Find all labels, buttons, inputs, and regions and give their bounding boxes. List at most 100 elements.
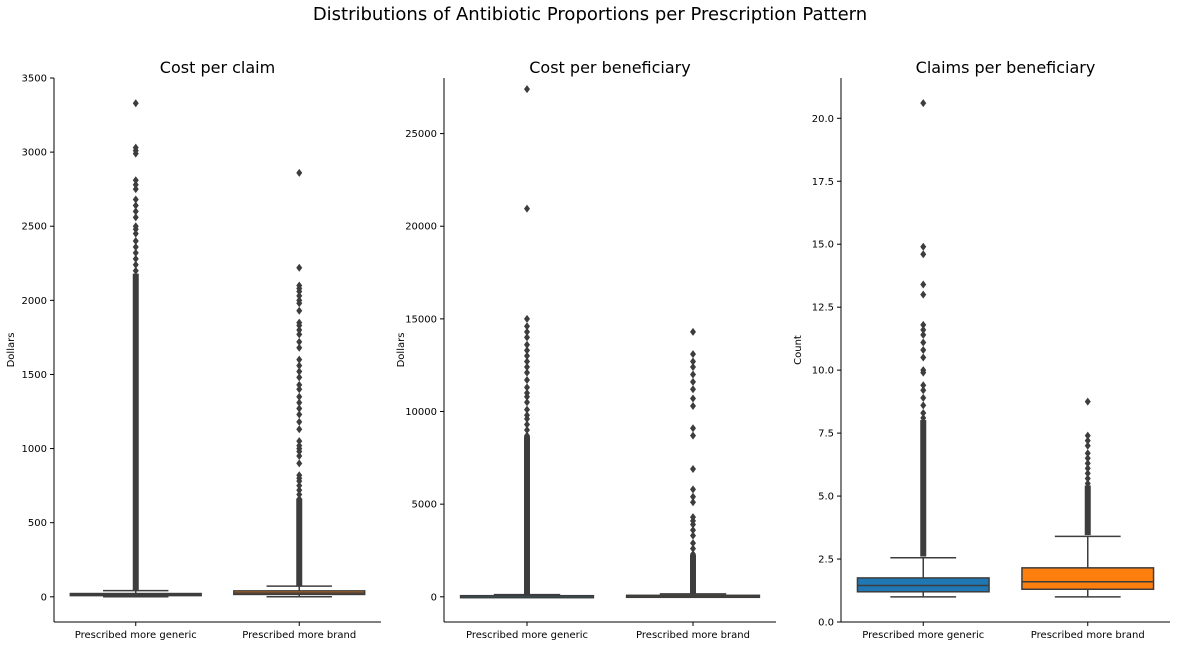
outlier-point — [690, 513, 696, 522]
boxplot-generic — [856, 99, 990, 598]
y-tick-label: 12.5 — [812, 303, 834, 314]
y-tick-label: 15000 — [405, 314, 437, 325]
outlier-band — [690, 554, 696, 594]
outlier-point — [296, 318, 303, 327]
y-tick-label: 1000 — [22, 444, 47, 455]
outlier-point — [296, 459, 303, 468]
outlier-point — [920, 325, 927, 334]
outlier-point — [296, 417, 303, 426]
outlier-point — [296, 367, 303, 376]
outlier-point — [690, 350, 696, 359]
outlier-point — [296, 398, 303, 407]
outlier-point — [296, 337, 303, 346]
outlier-point — [1084, 469, 1091, 478]
outlier-point — [920, 290, 927, 299]
outlier-point — [296, 451, 303, 460]
outlier-point — [296, 291, 303, 300]
y-tick-label: 10.0 — [812, 366, 834, 377]
outlier-point — [524, 368, 530, 377]
outlier-point — [296, 494, 303, 503]
outlier-point — [524, 420, 530, 429]
outlier-point — [524, 363, 530, 372]
outlier-point — [1084, 464, 1091, 473]
y-axis-label: Count — [793, 335, 804, 365]
outlier-point — [132, 201, 139, 210]
outlier-point — [524, 431, 530, 440]
outlier-point — [296, 441, 303, 450]
outlier-point — [296, 481, 303, 490]
outlier-point — [920, 408, 927, 417]
y-tick-label: 2.5 — [818, 555, 834, 566]
outlier-point — [524, 398, 530, 407]
panel-title: Cost per claim — [160, 58, 275, 77]
outlier-point — [690, 363, 696, 372]
outlier-point — [920, 386, 927, 395]
outlier-point — [132, 143, 139, 152]
outlier-point — [296, 490, 303, 499]
outlier-point — [524, 333, 530, 342]
panel-2: Cost per beneficiary Dollars 0 5000 10000 150… — [396, 58, 776, 641]
outlier-point — [296, 410, 303, 419]
outlier-point — [524, 204, 530, 213]
outlier-band — [524, 436, 530, 595]
outlier-point — [296, 385, 303, 394]
outlier-band — [296, 498, 303, 586]
y-tick-label: 20.0 — [812, 114, 834, 125]
outlier-point — [296, 380, 303, 389]
y-axis-label: Dollars — [6, 333, 17, 368]
y-tick-label: 1500 — [22, 370, 47, 381]
outlier-point — [920, 346, 927, 354]
outlier-point — [920, 353, 927, 362]
y-tick-label: 5000 — [412, 500, 437, 511]
outlier-point — [524, 357, 530, 366]
x-tick-label: Prescribed more brand — [1031, 630, 1145, 641]
outlier-point — [296, 168, 303, 177]
outlier-point — [132, 242, 139, 251]
outlier-point — [296, 361, 303, 370]
iqr-box — [1021, 567, 1155, 591]
y-tick-label: 15.0 — [812, 240, 834, 251]
x-tick-label: Prescribed more generic — [466, 630, 588, 641]
boxplot-generic — [69, 99, 202, 598]
outlier-point — [132, 180, 139, 189]
outlier-point — [1084, 397, 1091, 406]
outlier-point — [296, 392, 303, 401]
outlier-point — [690, 431, 696, 440]
y-tick-label: 20000 — [405, 222, 437, 233]
outlier-point — [690, 385, 696, 394]
outlier-point — [296, 306, 303, 315]
outlier-point — [1084, 441, 1091, 450]
outlier-point — [920, 320, 927, 329]
outlier-point — [524, 376, 530, 385]
outlier-point — [920, 338, 927, 347]
outlier-point — [690, 394, 696, 403]
panel-1: Cost per claim Dollars 0 500 1000 1500 2000 250… — [6, 58, 381, 641]
outlier-point — [524, 405, 530, 414]
outlier-point — [132, 237, 139, 246]
outlier-point — [920, 330, 927, 339]
outlier-point — [920, 99, 927, 108]
outlier-point — [132, 248, 139, 257]
outlier-point — [920, 401, 927, 410]
y-tick-label: 17.5 — [812, 177, 834, 188]
outlier-point — [920, 366, 927, 375]
x-tick-label: Prescribed more generic — [75, 630, 197, 641]
figure-title: Distributions of Antibiotic Proportions … — [312, 4, 868, 25]
outlier-band — [1084, 485, 1091, 536]
outlier-point — [132, 229, 139, 238]
y-tick-label: 5.0 — [818, 492, 834, 503]
outlier-point — [524, 85, 530, 94]
outlier-point — [524, 314, 530, 323]
outlier-point — [690, 464, 696, 473]
outlier-band — [132, 273, 139, 591]
outlier-point — [296, 296, 303, 305]
outlier-point — [524, 340, 530, 349]
outlier-point — [1084, 431, 1091, 440]
outlier-point — [690, 498, 696, 507]
y-tick-label: 7.5 — [818, 429, 834, 440]
outlier-point — [296, 281, 303, 290]
outlier-point — [296, 355, 303, 364]
outlier-point — [296, 425, 303, 434]
outlier-band — [920, 420, 927, 557]
outlier-point — [690, 550, 696, 559]
